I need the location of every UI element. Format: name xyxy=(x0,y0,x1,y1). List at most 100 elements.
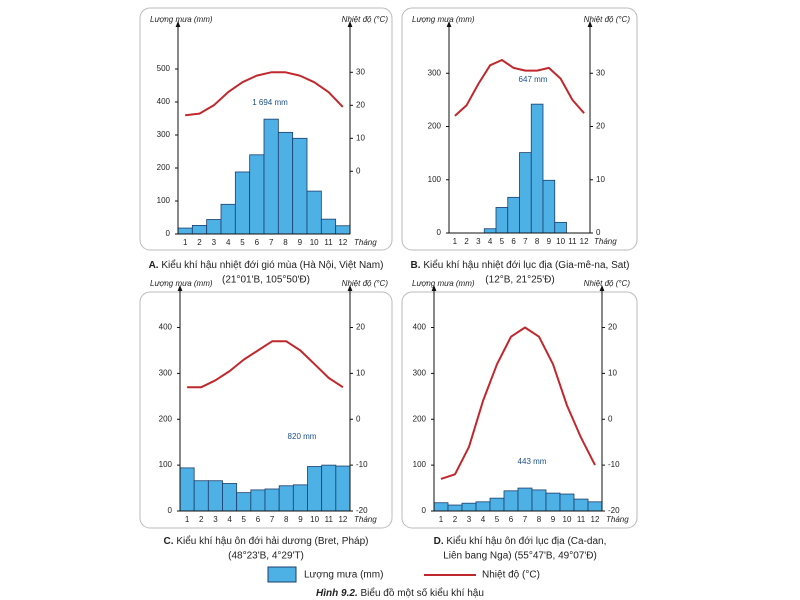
y2-axis-label: Nhiệt độ (°C) xyxy=(342,15,389,24)
y-tick-label: 0 xyxy=(422,506,427,515)
caption-label: D. xyxy=(434,536,444,547)
x-tick-label: 10 xyxy=(563,515,572,524)
rain-bar xyxy=(519,152,532,234)
caption: D. Kiểu khí hậu ôn đới lục địa (Ca-dan, xyxy=(434,535,607,547)
x-tick-label: 6 xyxy=(509,515,514,524)
y-tick-label: 0 xyxy=(168,506,173,515)
rain-bar xyxy=(320,218,337,235)
temperature-line xyxy=(187,340,344,389)
rain-bar xyxy=(542,179,556,234)
rain-bar xyxy=(545,492,561,512)
temperature-line xyxy=(185,71,344,117)
y2-axis-label: Nhiệt độ (°C) xyxy=(584,15,631,24)
caption: (12°B, 21°25'Đ) xyxy=(485,275,554,286)
y2-axis-label: Nhiệt độ (°C) xyxy=(342,279,389,288)
rain-bar xyxy=(559,493,575,512)
x-tick-label: 4 xyxy=(226,238,231,247)
x-tick-label: 2 xyxy=(197,238,202,247)
rain-bar xyxy=(531,489,547,512)
rain-bar xyxy=(292,484,308,512)
rain-bar xyxy=(263,118,279,235)
panel-frame xyxy=(139,291,393,529)
caption: (21°01'B, 105°50'Đ) xyxy=(222,275,310,286)
temperature-line xyxy=(440,326,596,480)
x-tick-label: 12 xyxy=(338,515,347,524)
y2-tick-label: -20 xyxy=(356,506,368,515)
y-tick-label: 200 xyxy=(428,122,442,131)
legend-label: Nhiệt độ (°C) xyxy=(482,570,540,581)
rain-bar xyxy=(292,137,308,235)
x-tick-label: 10 xyxy=(310,515,319,524)
annotation: 647 mm xyxy=(519,75,548,84)
y-tick-label: 300 xyxy=(413,369,427,378)
x-tick-label: 8 xyxy=(284,515,289,524)
x-tick-label: 6 xyxy=(256,515,261,524)
x-tick-label: 10 xyxy=(310,238,319,247)
x-tick-label: 12 xyxy=(338,238,347,247)
rain-bar xyxy=(483,228,497,234)
x-tick-label: 8 xyxy=(537,515,542,524)
caption-text: Kiểu khí hậu nhiệt đới gió mùa (Hà Nội, … xyxy=(161,259,383,271)
rain-bar xyxy=(277,131,294,235)
y2-tick-label: 20 xyxy=(356,323,365,332)
y-tick-label: 200 xyxy=(159,414,173,423)
rain-bar xyxy=(234,171,251,235)
x-tick-label: 7 xyxy=(269,238,274,247)
caption: B. Kiểu khí hậu nhiệt đới lục địa (Gia-m… xyxy=(411,259,630,271)
rain-bar xyxy=(530,103,544,234)
y2-tick-label: 10 xyxy=(356,369,365,378)
y2-tick-label: -10 xyxy=(356,460,368,469)
x-tick-label: 9 xyxy=(298,515,303,524)
rain-bar xyxy=(278,485,294,512)
y2-tick-label: -20 xyxy=(608,506,620,515)
x-tick-label: 8 xyxy=(283,238,288,247)
y-tick-label: 100 xyxy=(428,175,442,184)
rain-bar xyxy=(193,480,209,512)
rain-bar xyxy=(177,227,193,235)
x-tick-label: 9 xyxy=(298,238,303,247)
y2-tick-label: 0 xyxy=(608,414,613,423)
x-tick-label: 10 xyxy=(556,237,565,246)
annotation: 443 mm xyxy=(518,457,547,466)
x-tick-label: 1 xyxy=(183,238,188,247)
caption-text: Kiểu khí hậu nhiệt đới lục địa (Gia-mê-n… xyxy=(423,259,629,271)
x-tick-label: 5 xyxy=(500,237,505,246)
rain-bar xyxy=(191,225,208,235)
y2-tick-label: 10 xyxy=(596,175,605,184)
x-axis-label: Tháng xyxy=(354,238,377,247)
caption: C. Kiểu khí hậu ôn đới hải dương (Bret, … xyxy=(164,535,369,547)
figure-text: Biểu đồ một số kiểu khí hậu xyxy=(361,587,484,599)
y2-tick-label: 10 xyxy=(356,133,365,142)
y-tick-label: 300 xyxy=(157,130,171,139)
caption-text: Kiểu khí hậu ôn đới hải dương (Bret, Phá… xyxy=(176,535,368,547)
rain-bar xyxy=(335,225,351,235)
y2-tick-label: 0 xyxy=(596,228,601,237)
y-tick-label: 200 xyxy=(157,163,171,172)
rain-bar xyxy=(517,487,533,512)
x-tick-label: 1 xyxy=(453,237,458,246)
y2-tick-label: -10 xyxy=(608,460,620,469)
caption: (48°23'B, 4°29'T) xyxy=(228,551,304,562)
y-tick-label: 100 xyxy=(157,196,171,205)
rain-bar xyxy=(503,490,519,512)
x-tick-label: 3 xyxy=(467,515,472,524)
y-tick-label: 400 xyxy=(157,97,171,106)
y2-tick-label: 0 xyxy=(356,414,361,423)
y-tick-label: 0 xyxy=(437,228,442,237)
x-tick-label: 9 xyxy=(551,515,556,524)
caption-text: Kiểu khí hậu ôn đới lục địa (Ca-dan, xyxy=(446,535,606,547)
y2-axis-label: Nhiệt độ (°C) xyxy=(584,279,631,288)
annotation: 1 694 mm xyxy=(252,98,288,107)
y-tick-label: 100 xyxy=(159,460,173,469)
panel-frame xyxy=(401,7,638,251)
rain-bar xyxy=(475,501,491,512)
x-tick-label: 11 xyxy=(325,515,334,524)
x-tick-label: 1 xyxy=(439,515,444,524)
rain-bar xyxy=(220,203,236,235)
rain-bar xyxy=(447,504,463,512)
x-tick-label: 12 xyxy=(580,237,589,246)
figure-number: Hình 9.2. xyxy=(316,588,358,599)
x-tick-label: 11 xyxy=(568,237,577,246)
caption-label: B. xyxy=(411,260,421,271)
